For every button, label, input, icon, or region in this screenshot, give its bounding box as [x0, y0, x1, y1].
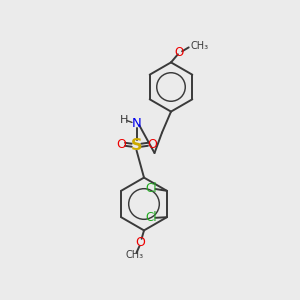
- Text: CH₃: CH₃: [126, 250, 144, 260]
- Text: CH₃: CH₃: [191, 41, 209, 51]
- Text: N: N: [132, 117, 141, 130]
- Text: O: O: [136, 236, 145, 249]
- Text: O: O: [175, 46, 184, 59]
- Text: O: O: [116, 138, 126, 151]
- Text: H: H: [120, 115, 128, 125]
- Text: S: S: [131, 138, 142, 153]
- Text: Cl: Cl: [146, 211, 157, 224]
- Text: Cl: Cl: [146, 182, 157, 195]
- Text: O: O: [147, 138, 157, 151]
